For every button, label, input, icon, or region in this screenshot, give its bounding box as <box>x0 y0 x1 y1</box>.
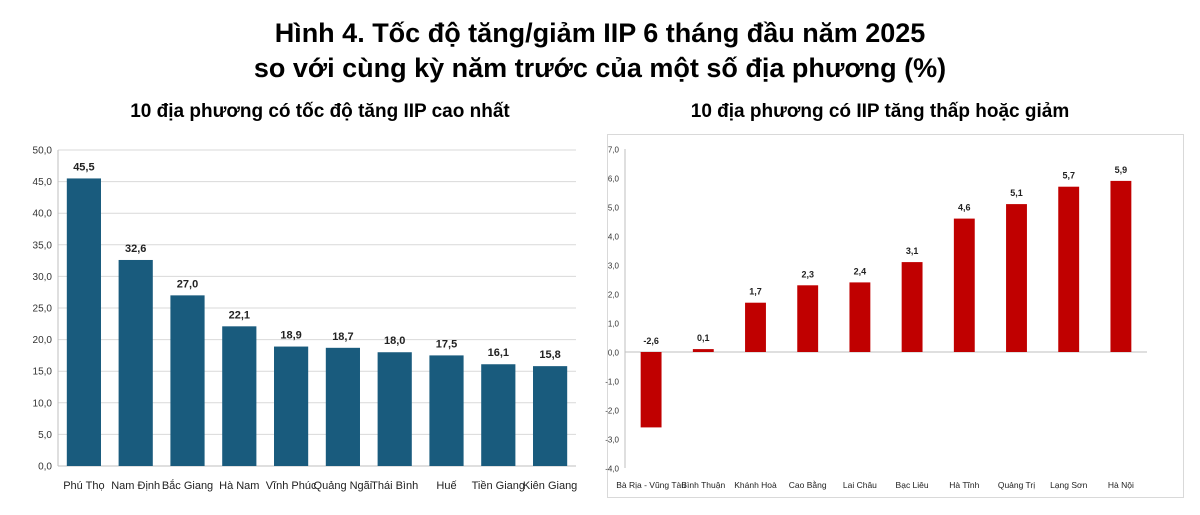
left-chart-ytick-label: 0,0 <box>38 462 52 473</box>
left-chart-bar <box>222 326 257 466</box>
right-chart-category-label: Bạc Liêu <box>896 480 929 490</box>
right-chart-category-label: Lạng Sơn <box>1050 480 1088 490</box>
right-chart-frame <box>607 134 1184 498</box>
right-chart-ytick-label: 2,0 <box>608 291 620 300</box>
left-chart-category-label: Huế <box>436 480 456 492</box>
right-chart-data-label: 2,3 <box>801 269 814 279</box>
left-chart-bar <box>377 352 412 466</box>
left-chart-ytick-label: 50,0 <box>33 146 53 157</box>
left-chart-data-label: 22,1 <box>229 309 250 321</box>
right-chart-category-label: Quảng Trị <box>998 480 1035 490</box>
left-chart-bar <box>325 347 360 466</box>
right-chart-data-label: 1,7 <box>749 287 762 297</box>
right-chart-bar <box>640 352 662 428</box>
left-chart-category-label: Hà Nam <box>219 480 259 492</box>
right-chart-data-label: 5,9 <box>1115 165 1128 175</box>
right-chart-ytick-label: 1,0 <box>608 320 620 329</box>
left-chart-title: 10 địa phương có tốc độ tăng IIP cao nhấ… <box>130 101 510 122</box>
left-chart-bar <box>66 178 101 466</box>
right-chart-bar <box>849 282 871 352</box>
right-chart-bar <box>901 262 923 352</box>
right-chart-data-label: 5,7 <box>1062 171 1075 181</box>
figure-title-line-2: so với cùng kỳ năm trước của một số địa … <box>253 53 947 83</box>
left-chart-ytick-label: 10,0 <box>33 398 53 409</box>
right-chart-data-label: 3,1 <box>906 246 919 256</box>
right-chart-ytick-label: 5,0 <box>608 204 620 213</box>
right-chart-ytick-label: 3,0 <box>608 262 620 271</box>
left-chart-data-label: 32,6 <box>125 243 146 255</box>
left-chart-bar <box>429 355 464 466</box>
left-chart-ytick-label: 20,0 <box>33 335 53 346</box>
left-chart-ytick-label: 40,0 <box>33 209 53 220</box>
left-chart-data-label: 17,5 <box>436 338 457 350</box>
right-chart-bar <box>1058 186 1080 352</box>
left-chart-bar <box>274 346 309 466</box>
left-chart-bar <box>481 364 516 466</box>
left-chart-category-label: Phú Thọ <box>63 480 104 492</box>
left-chart-ytick-label: 25,0 <box>33 304 53 315</box>
left-chart-category-label: Nam Định <box>111 480 160 492</box>
left-chart-bar <box>118 259 153 466</box>
right-chart-category-label: Hà Tĩnh <box>949 480 979 490</box>
left-chart-data-label: 18,9 <box>280 330 301 342</box>
left-chart-data-label: 16,1 <box>488 347 509 359</box>
right-chart-data-label: 0,1 <box>697 333 710 343</box>
right-chart-data-label: -2,6 <box>643 336 659 346</box>
right-chart-ytick-label: 0,0 <box>608 349 620 358</box>
right-chart-data-label: 5,1 <box>1010 188 1023 198</box>
right-chart-data-label: 2,4 <box>854 266 867 276</box>
right-chart-bar <box>745 302 766 352</box>
right-chart-category-label: Bà Rịa - Vũng Tàu <box>616 480 686 490</box>
right-chart-ytick-label: -1,0 <box>605 378 619 387</box>
right-chart-category-label: Lai Châu <box>843 480 877 490</box>
left-chart-category-label: Thái Bình <box>371 480 418 492</box>
left-chart-data-label: 18,7 <box>332 331 353 343</box>
left-chart-category-label: Kiên Giang <box>523 480 577 492</box>
left-chart-ytick-label: 45,0 <box>33 177 53 188</box>
right-chart-category-label: Hà Nội <box>1108 480 1134 490</box>
left-chart-ytick-label: 35,0 <box>33 240 53 251</box>
left-chart-category-label: Bắc Giang <box>162 479 213 492</box>
left-chart-data-label: 18,0 <box>384 335 405 347</box>
left-chart-category-label: Vĩnh Phúc <box>266 480 317 492</box>
right-chart-ytick-label: -4,0 <box>605 465 619 474</box>
left-chart-data-label: 15,8 <box>539 349 560 361</box>
right-chart-ytick-label: -2,0 <box>605 407 619 416</box>
right-chart-category-label: Khánh Hoà <box>734 480 777 490</box>
right-chart-bar <box>953 218 975 352</box>
right-chart-category-label: Bình Thuận <box>681 480 725 490</box>
right-chart-ytick-label: 7,0 <box>608 146 620 155</box>
right-chart-ytick-label: 6,0 <box>608 175 620 184</box>
right-chart-bar <box>692 349 714 352</box>
left-chart-bar <box>533 366 568 466</box>
left-chart-data-label: 27,0 <box>177 278 198 290</box>
figure-title-line-1: Hình 4. Tốc độ tăng/giảm IIP 6 tháng đầu… <box>274 18 926 48</box>
left-chart-category-label: Quảng Ngãi <box>314 480 373 492</box>
right-chart-ytick-label: -3,0 <box>605 436 619 445</box>
left-chart-data-label: 45,5 <box>73 161 94 173</box>
right-chart-data-label: 4,6 <box>958 203 971 213</box>
right-chart-bar <box>1110 180 1132 352</box>
left-chart-ytick-label: 15,0 <box>33 367 53 378</box>
right-chart-title: 10 địa phương có IIP tăng thấp hoặc giảm <box>690 101 1070 122</box>
right-chart-ytick-label: 4,0 <box>608 233 620 242</box>
right-chart-category-label: Cao Bằng <box>789 480 827 490</box>
left-chart-ytick-label: 30,0 <box>33 272 53 283</box>
left-chart-category-label: Tiền Giang <box>472 480 525 492</box>
right-chart-bar <box>1006 204 1027 352</box>
left-chart-ytick-label: 5,0 <box>38 430 52 441</box>
left-chart-bar <box>170 295 205 466</box>
right-chart-bar <box>797 285 819 352</box>
